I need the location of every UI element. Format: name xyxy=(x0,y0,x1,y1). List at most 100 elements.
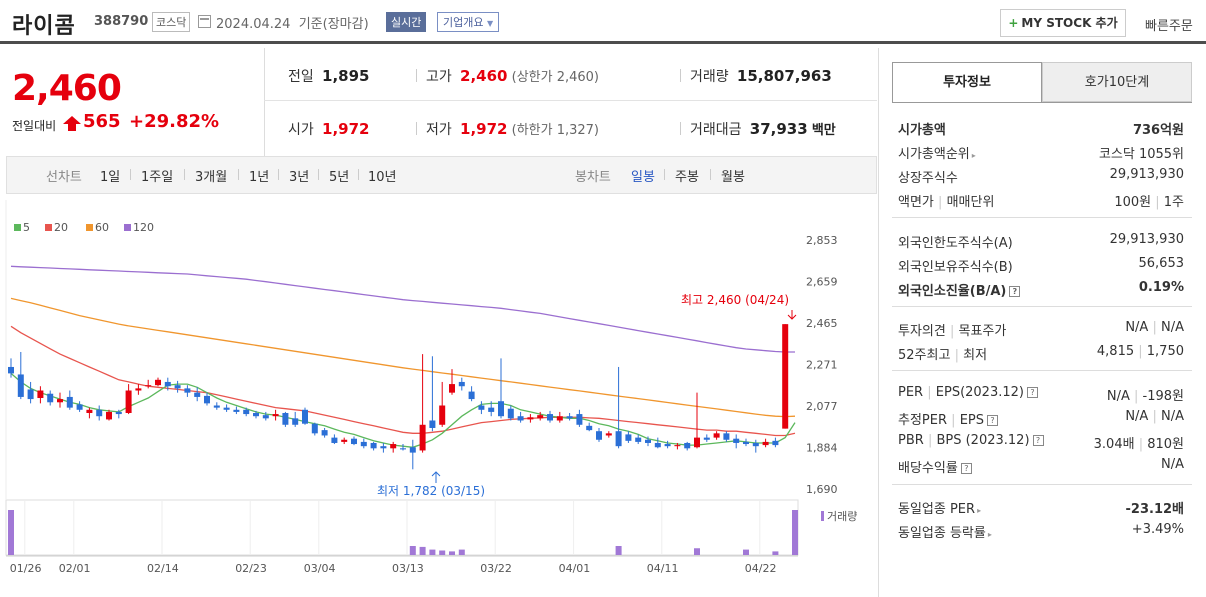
shares-label: 상장주식수 xyxy=(898,171,958,186)
candle-body xyxy=(566,416,573,419)
foreign-ratio-value: 0.19% xyxy=(1138,280,1184,295)
period-1w[interactable]: 1주일 xyxy=(141,170,174,185)
x-tick-label: 04/01 xyxy=(559,562,591,575)
quick-order-button[interactable]: 빠른주문 xyxy=(1145,19,1193,34)
candle-body xyxy=(429,420,436,428)
dividend-value: N/A xyxy=(1161,457,1184,472)
up-arrow-icon xyxy=(431,471,441,483)
legend-swatch xyxy=(45,224,52,231)
candle-body xyxy=(449,384,455,393)
calendar-icon xyxy=(198,15,211,28)
candle-body xyxy=(370,442,377,449)
candle-body xyxy=(204,395,210,404)
market-badge: 코스닥 xyxy=(152,12,191,32)
change-label: 전일대비 xyxy=(12,119,57,133)
chart-period-bar xyxy=(6,156,877,194)
candle-daily[interactable]: 일봉 xyxy=(631,170,655,185)
candle-body xyxy=(302,409,308,424)
foreign-hold-label: 외국인보유주식수(B) xyxy=(898,260,1013,275)
y-tick-label: 2,271 xyxy=(806,359,838,372)
volume-bar xyxy=(429,549,436,555)
candle-body xyxy=(66,396,73,408)
candle-body xyxy=(654,442,661,448)
tab-orderbook[interactable]: 호가10단계 xyxy=(1042,62,1192,102)
y-tick-label: 1,884 xyxy=(806,442,838,455)
est-per-eps-value: N/A | N/A xyxy=(1125,409,1184,424)
y-tick-label: 2,659 xyxy=(806,276,838,289)
candle-body xyxy=(664,444,671,447)
period-5y[interactable]: 5년 xyxy=(329,170,350,185)
legend-ma5: 5 xyxy=(14,221,30,234)
candle-body xyxy=(605,433,612,436)
change-value: 565 xyxy=(83,111,121,132)
ma60-line xyxy=(10,297,796,418)
help-icon[interactable]: ? xyxy=(1009,286,1021,297)
candle-body xyxy=(400,448,406,450)
est-per-eps-label: 추정PER | EPS? xyxy=(898,409,998,428)
foreign-hold-value: 56,653 xyxy=(1138,256,1185,271)
candle-body xyxy=(547,414,553,421)
help-icon[interactable]: ? xyxy=(960,463,972,474)
period-3y[interactable]: 3년 xyxy=(289,170,310,185)
help-icon[interactable]: ? xyxy=(1032,435,1044,446)
realtime-button[interactable]: 실시간 xyxy=(386,12,427,32)
candle-body xyxy=(409,447,416,453)
divider xyxy=(892,370,1192,371)
market-cap-value: 736억원 xyxy=(1132,123,1184,138)
divider xyxy=(130,169,131,180)
candle-body xyxy=(537,415,544,419)
y-tick-label: 1,690 xyxy=(806,483,838,496)
candle-body xyxy=(47,393,54,403)
candle-body xyxy=(311,423,318,434)
candle-body xyxy=(282,412,289,425)
candle-body xyxy=(645,439,651,443)
help-icon[interactable]: ? xyxy=(1026,387,1038,398)
period-1d[interactable]: 1일 xyxy=(100,170,121,185)
candle-body xyxy=(390,444,397,449)
sector-change-label[interactable]: 동일업종 등락률 ▸ xyxy=(898,526,992,541)
y-tick-label: 2,465 xyxy=(806,317,838,330)
plus-icon: + xyxy=(1008,16,1019,30)
candle-body xyxy=(703,437,710,440)
candle-body xyxy=(743,441,749,445)
turnover-field: 거래대금 37,933 백만 xyxy=(690,120,836,138)
quote-date: 2024.04.24 기준(장마감) xyxy=(216,17,369,32)
candle-body xyxy=(96,409,103,417)
divider xyxy=(264,100,877,101)
company-overview-dropdown[interactable]: 기업개요 ▼ xyxy=(437,12,500,32)
my-stock-add-button[interactable]: + MY STOCK 추가 xyxy=(1000,9,1126,37)
candle-body xyxy=(498,401,504,417)
candle-body xyxy=(213,405,220,408)
x-tick-label: 03/22 xyxy=(480,562,512,575)
candle-body xyxy=(223,407,230,410)
divider xyxy=(416,69,417,82)
volume-field: 거래량 15,807,963 xyxy=(690,67,832,85)
tab-invest-info[interactable]: 투자정보 xyxy=(892,62,1042,102)
period-3m[interactable]: 3개월 xyxy=(195,170,228,185)
chevron-down-icon: ▼ xyxy=(486,19,494,28)
candle-body xyxy=(527,417,534,420)
candle-body xyxy=(125,390,132,413)
divider xyxy=(710,169,711,180)
candle-body xyxy=(488,407,495,412)
market-cap-rank-label[interactable]: 시가총액순위 ▸ xyxy=(898,147,976,162)
x-tick-label: 04/22 xyxy=(745,562,777,575)
candle-weekly[interactable]: 주봉 xyxy=(675,170,699,185)
price-chart[interactable]: 2,853 2,659 2,465 2,271 2,077 1,884 1,690 01/2… xyxy=(0,200,878,597)
foreign-ratio-label: 외국인소진율(B/A)? xyxy=(898,280,1021,299)
candle-body xyxy=(439,405,446,425)
candle-body xyxy=(772,440,779,446)
candle-body xyxy=(752,442,759,447)
help-icon[interactable]: ? xyxy=(987,415,998,426)
candle-body xyxy=(507,408,514,419)
change-percent: +29.82% xyxy=(129,111,220,132)
sector-per-label[interactable]: 동일업종 PER ▸ xyxy=(898,502,982,517)
period-10y[interactable]: 10년 xyxy=(368,170,397,185)
ma20-line xyxy=(10,325,796,437)
period-1y[interactable]: 1년 xyxy=(249,170,270,185)
candle-monthly[interactable]: 월봉 xyxy=(721,170,745,185)
candle-body xyxy=(468,391,475,400)
candle-body xyxy=(517,416,524,421)
x-tick-label: 01/26 xyxy=(10,562,42,575)
candle-body xyxy=(155,379,161,386)
